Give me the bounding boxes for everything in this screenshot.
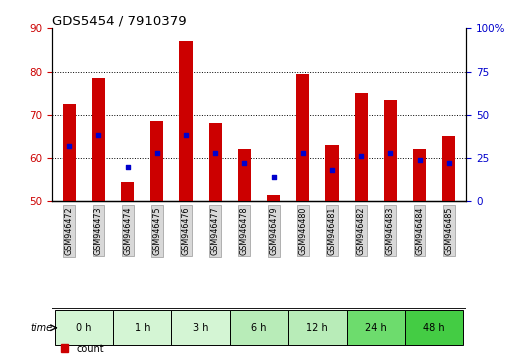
Bar bbox=[113, 310, 171, 345]
Text: GSM946476: GSM946476 bbox=[181, 206, 191, 255]
Bar bbox=[55, 310, 113, 345]
Bar bbox=[238, 149, 251, 201]
Bar bbox=[413, 149, 426, 201]
Text: GSM946485: GSM946485 bbox=[444, 206, 453, 255]
Text: 0 h: 0 h bbox=[76, 323, 92, 333]
Bar bbox=[171, 310, 230, 345]
Text: GSM946483: GSM946483 bbox=[386, 206, 395, 255]
Text: 12 h: 12 h bbox=[307, 323, 328, 333]
Bar bbox=[209, 123, 222, 201]
Bar bbox=[230, 310, 288, 345]
Text: GSM946481: GSM946481 bbox=[327, 206, 337, 255]
Bar bbox=[267, 195, 280, 201]
Text: GSM946480: GSM946480 bbox=[298, 206, 307, 255]
Point bbox=[328, 167, 336, 173]
Point bbox=[123, 164, 132, 169]
Point bbox=[182, 133, 190, 138]
Text: GSM946474: GSM946474 bbox=[123, 206, 132, 255]
Bar bbox=[92, 78, 105, 201]
Point bbox=[94, 133, 103, 138]
Text: 1 h: 1 h bbox=[135, 323, 150, 333]
Point bbox=[299, 150, 307, 155]
Bar bbox=[121, 182, 134, 201]
Bar bbox=[405, 310, 463, 345]
Text: GDS5454 / 7910379: GDS5454 / 7910379 bbox=[52, 14, 186, 27]
Legend: count, percentile rank within the sample: count, percentile rank within the sample bbox=[56, 340, 245, 354]
Bar bbox=[347, 310, 405, 345]
Text: GSM946478: GSM946478 bbox=[240, 206, 249, 255]
Bar bbox=[288, 310, 347, 345]
Bar bbox=[384, 99, 397, 201]
Text: 24 h: 24 h bbox=[365, 323, 386, 333]
Point bbox=[153, 150, 161, 155]
Point bbox=[386, 150, 395, 155]
Bar bbox=[179, 41, 193, 201]
Text: GSM946477: GSM946477 bbox=[211, 206, 220, 255]
Text: 48 h: 48 h bbox=[423, 323, 445, 333]
Bar bbox=[296, 74, 309, 201]
Point bbox=[65, 143, 74, 149]
Text: GSM946473: GSM946473 bbox=[94, 206, 103, 255]
Text: time: time bbox=[30, 323, 52, 333]
Bar bbox=[355, 93, 368, 201]
Point bbox=[211, 150, 219, 155]
Point bbox=[269, 174, 278, 180]
Text: GSM946482: GSM946482 bbox=[356, 206, 366, 255]
Point bbox=[415, 157, 424, 162]
Text: GSM946479: GSM946479 bbox=[269, 206, 278, 255]
Text: GSM946475: GSM946475 bbox=[152, 206, 162, 255]
Bar bbox=[325, 145, 339, 201]
Text: 3 h: 3 h bbox=[193, 323, 208, 333]
Text: 6 h: 6 h bbox=[251, 323, 267, 333]
Text: GSM946472: GSM946472 bbox=[65, 206, 74, 255]
Bar bbox=[442, 136, 455, 201]
Point bbox=[444, 160, 453, 166]
Bar bbox=[150, 121, 163, 201]
Point bbox=[357, 153, 365, 159]
Bar bbox=[63, 104, 76, 201]
Point bbox=[240, 160, 249, 166]
Text: GSM946484: GSM946484 bbox=[415, 206, 424, 255]
